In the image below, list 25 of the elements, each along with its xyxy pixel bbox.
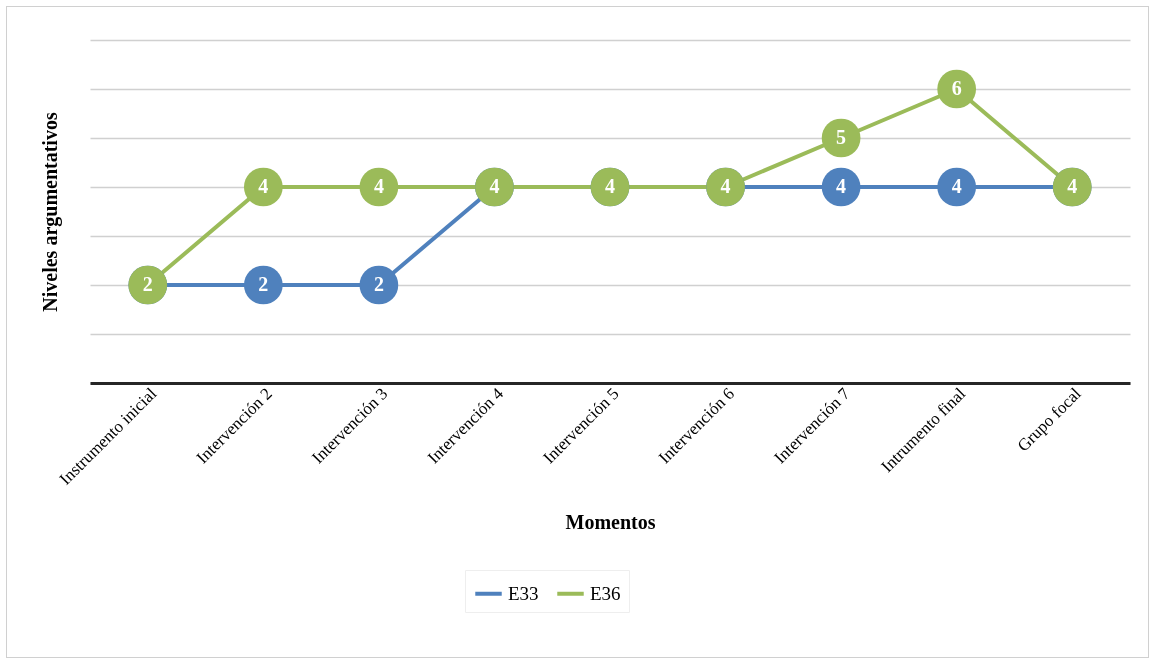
data-label: 4 xyxy=(836,175,847,197)
data-label: 2 xyxy=(142,273,153,295)
x-axis-title: Momentos xyxy=(565,510,656,533)
data-label: 2 xyxy=(373,273,384,295)
point xyxy=(243,167,283,207)
y-axis-title: Niveles argumentativos xyxy=(38,112,62,312)
point xyxy=(821,118,861,158)
point xyxy=(821,167,861,207)
data-label: 4 xyxy=(605,175,615,197)
data-label: 2 xyxy=(258,273,269,295)
point xyxy=(937,69,977,109)
data-label: 4 xyxy=(258,175,269,197)
point xyxy=(243,265,283,305)
data-label: 5 xyxy=(836,126,847,148)
point xyxy=(359,265,399,305)
data-label: 4 xyxy=(489,175,500,197)
legend-label: E36 xyxy=(590,582,621,604)
data-label: 4 xyxy=(720,175,731,197)
legend-label: E33 xyxy=(508,582,539,604)
data-label: 4 xyxy=(1067,175,1078,197)
data-label: 6 xyxy=(951,77,962,99)
data-label: 4 xyxy=(951,175,962,197)
data-label: 4 xyxy=(373,175,384,197)
point xyxy=(937,167,977,207)
point xyxy=(359,167,399,207)
